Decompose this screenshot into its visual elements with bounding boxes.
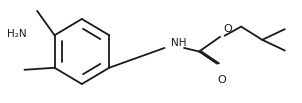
Text: H₂N: H₂N (7, 29, 26, 39)
Text: NH: NH (171, 38, 186, 48)
Text: O: O (223, 24, 232, 34)
Text: O: O (217, 75, 226, 85)
